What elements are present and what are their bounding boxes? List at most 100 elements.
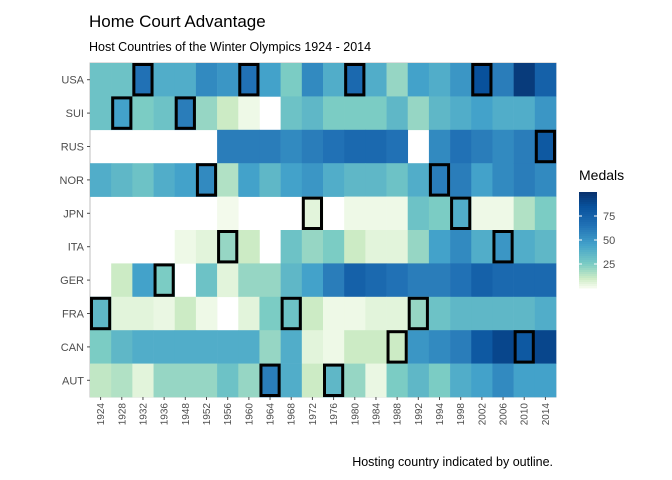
x-tick-label: 2014 — [541, 403, 552, 426]
heatmap-cell — [471, 263, 493, 298]
heatmap-cell — [492, 129, 514, 164]
heatmap-cell — [365, 296, 387, 331]
heatmap-cell — [471, 129, 493, 164]
x-tick-label: 1928 — [117, 403, 128, 426]
heatmap-cell — [386, 96, 409, 131]
heatmap-cell — [132, 263, 154, 298]
heatmap-cell — [323, 330, 345, 364]
heatmap-cell — [365, 96, 387, 131]
heatmap-cell — [301, 96, 324, 131]
heatmap-cell — [132, 363, 154, 398]
heatmap-cell — [513, 96, 536, 131]
heatmap-cell — [280, 163, 303, 197]
legend-swatch — [579, 192, 597, 195]
x-tick-label: 1988 — [393, 403, 404, 426]
heatmap-cell — [365, 163, 387, 197]
heatmap-cell — [513, 63, 536, 97]
legend-swatch — [579, 228, 597, 231]
y-tick-label: CAN — [61, 342, 84, 354]
heatmap-cell — [132, 296, 154, 331]
heatmap-cell — [174, 230, 197, 264]
heatmap-cell — [492, 163, 514, 197]
heatmap-cell — [471, 363, 493, 398]
legend-swatch — [579, 262, 597, 265]
heatmap-cell — [301, 163, 324, 197]
heatmap-cell — [280, 263, 303, 298]
heatmap-cell — [450, 63, 472, 97]
heatmap-cell — [386, 296, 409, 331]
legend-swatch — [579, 276, 597, 279]
heatmap-cell — [280, 363, 303, 398]
heatmap-cell — [471, 296, 493, 331]
legend-swatch — [579, 208, 597, 211]
heatmap-cell — [492, 330, 514, 364]
heatmap-cell — [132, 63, 154, 97]
heatmap-cell — [450, 96, 472, 131]
heatmap-cell — [428, 129, 451, 164]
heatmap-cell — [132, 163, 154, 197]
heatmap-cell — [513, 129, 536, 164]
legend-swatch — [579, 274, 597, 277]
legend-swatch — [579, 284, 597, 287]
heatmap-cell — [259, 330, 281, 364]
heatmap-cell — [492, 196, 514, 231]
heatmap-cell — [386, 196, 409, 231]
heatmap-cell — [195, 230, 218, 264]
heatmap-cell — [217, 230, 239, 264]
heatmap-cell — [280, 230, 303, 264]
x-tick-label: 1992 — [414, 403, 425, 426]
heatmap-cell — [344, 163, 366, 197]
heatmap-cell — [301, 129, 324, 164]
heatmap-cell — [450, 263, 472, 298]
heatmap-cell — [534, 163, 557, 197]
heatmap-cell — [132, 96, 154, 131]
heatmap-cell — [407, 296, 430, 331]
heatmap-cell — [217, 263, 239, 298]
heatmap-cell — [195, 63, 218, 97]
heatmap-cell — [195, 363, 218, 398]
legend-swatch — [579, 244, 597, 247]
y-tick-label: USA — [61, 75, 84, 87]
heatmap-cell — [365, 263, 387, 298]
legend-swatch — [579, 248, 597, 251]
heatmap-cell — [386, 363, 409, 398]
heatmap-cell — [471, 163, 493, 197]
heatmap-cell — [280, 96, 303, 131]
y-tick-label: ITA — [68, 242, 85, 254]
legend-swatch — [579, 194, 597, 197]
legend-swatch — [579, 226, 597, 229]
legend-swatch — [579, 246, 597, 249]
legend-swatch — [579, 238, 597, 241]
legend-swatch — [579, 210, 597, 213]
legend-swatch — [579, 272, 597, 275]
heatmap-cell — [90, 63, 112, 97]
host-outline — [90, 296, 112, 331]
heatmap-cell — [450, 296, 472, 331]
heatmap-cell — [195, 96, 218, 131]
heatmap-cell — [534, 330, 557, 364]
x-tick-label: 1956 — [223, 403, 234, 426]
host-outline — [111, 96, 133, 130]
heatmap-cell — [259, 129, 281, 164]
heatmap-cell — [513, 163, 536, 197]
heatmap-cell — [450, 196, 472, 231]
host-outline — [534, 129, 556, 164]
host-outline — [471, 63, 493, 97]
legend-swatch — [579, 218, 597, 221]
heatmap-cell — [217, 129, 239, 164]
heatmap-cell — [111, 296, 133, 331]
heatmap-cell — [217, 63, 239, 97]
heatmap-cell — [492, 296, 514, 331]
heatmap-cell — [238, 363, 260, 398]
heatmap-cell — [259, 263, 281, 298]
legend-tick-label: 25 — [603, 259, 615, 271]
heatmap-cell — [90, 363, 112, 398]
y-tick-label: SUI — [66, 108, 84, 120]
legend-tick-label: 75 — [603, 211, 615, 223]
heatmap-cell — [323, 296, 345, 331]
heatmap-cell — [450, 230, 472, 264]
heatmap-cell — [428, 230, 451, 264]
heatmap-cell — [365, 330, 387, 364]
heatmap-cell — [301, 330, 324, 364]
heatmap-cell — [90, 163, 112, 197]
